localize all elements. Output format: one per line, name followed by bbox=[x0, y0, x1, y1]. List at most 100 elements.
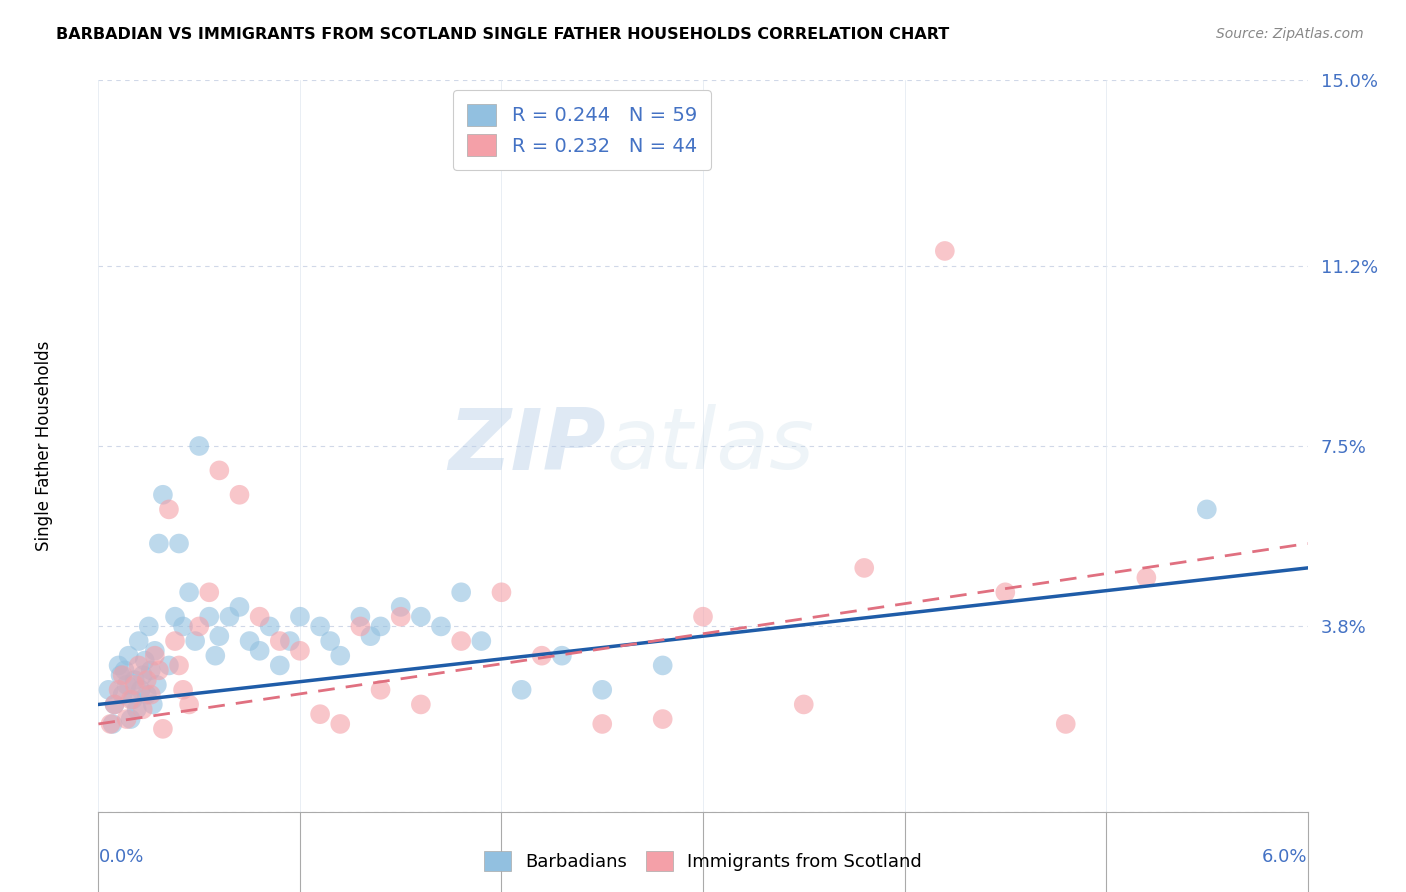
Point bbox=[329, 648, 352, 663]
Point bbox=[97, 682, 120, 697]
Point bbox=[121, 692, 143, 706]
Point bbox=[360, 629, 382, 643]
Point bbox=[184, 634, 207, 648]
Point bbox=[107, 682, 129, 697]
Point bbox=[100, 717, 122, 731]
Point bbox=[692, 609, 714, 624]
Point bbox=[146, 678, 169, 692]
Point bbox=[319, 634, 342, 648]
Point bbox=[111, 688, 134, 702]
Point bbox=[259, 619, 281, 633]
Point bbox=[114, 663, 136, 677]
Point bbox=[530, 648, 553, 663]
Point bbox=[309, 619, 332, 633]
Point bbox=[349, 619, 371, 633]
Point bbox=[198, 585, 221, 599]
Legend: R = 0.244   N = 59, R = 0.232   N = 44: R = 0.244 N = 59, R = 0.232 N = 44 bbox=[454, 90, 710, 169]
Point bbox=[120, 712, 142, 726]
Point bbox=[152, 722, 174, 736]
Point bbox=[510, 682, 533, 697]
Point bbox=[115, 678, 138, 692]
Point bbox=[934, 244, 956, 258]
Point bbox=[132, 668, 155, 682]
Point bbox=[125, 702, 148, 716]
Point bbox=[103, 698, 125, 712]
Point bbox=[329, 717, 352, 731]
Point bbox=[1054, 717, 1077, 731]
Point bbox=[309, 707, 332, 722]
Point bbox=[132, 702, 155, 716]
Point bbox=[143, 648, 166, 663]
Point bbox=[204, 648, 226, 663]
Point bbox=[118, 648, 141, 663]
Point bbox=[148, 536, 170, 550]
Point bbox=[135, 673, 157, 687]
Point bbox=[128, 634, 150, 648]
Point bbox=[163, 609, 186, 624]
Point bbox=[167, 536, 190, 550]
Point bbox=[128, 658, 150, 673]
Point bbox=[249, 644, 271, 658]
Text: Source: ZipAtlas.com: Source: ZipAtlas.com bbox=[1216, 27, 1364, 41]
Text: Single Father Households: Single Father Households bbox=[35, 341, 53, 551]
Text: ZIP: ZIP bbox=[449, 404, 606, 488]
Point bbox=[994, 585, 1017, 599]
Text: atlas: atlas bbox=[606, 404, 814, 488]
Point bbox=[1195, 502, 1218, 516]
Point bbox=[1135, 571, 1157, 585]
Point bbox=[134, 654, 156, 668]
Point bbox=[148, 663, 170, 677]
Point bbox=[228, 599, 250, 614]
Point bbox=[139, 688, 162, 702]
Point bbox=[143, 644, 166, 658]
Point bbox=[111, 668, 134, 682]
Point bbox=[591, 717, 613, 731]
Point bbox=[129, 682, 152, 697]
Point bbox=[110, 668, 132, 682]
Point bbox=[409, 698, 432, 712]
Point bbox=[288, 609, 311, 624]
Point bbox=[278, 634, 301, 648]
Point bbox=[179, 585, 201, 599]
Point bbox=[450, 585, 472, 599]
Point bbox=[139, 663, 162, 677]
Point bbox=[370, 682, 392, 697]
Point bbox=[198, 609, 221, 624]
Point bbox=[269, 634, 291, 648]
Point bbox=[370, 619, 392, 633]
Point bbox=[218, 609, 240, 624]
Point bbox=[115, 712, 138, 726]
Point bbox=[103, 698, 125, 712]
Point bbox=[167, 658, 190, 673]
Point bbox=[389, 599, 412, 614]
Point bbox=[157, 658, 180, 673]
Point bbox=[288, 644, 311, 658]
Point bbox=[651, 658, 673, 673]
Point bbox=[142, 698, 165, 712]
Point bbox=[239, 634, 262, 648]
Point bbox=[172, 682, 194, 697]
Point bbox=[389, 609, 412, 624]
Text: 6.0%: 6.0% bbox=[1263, 848, 1308, 866]
Point bbox=[188, 439, 211, 453]
Point bbox=[107, 658, 129, 673]
Point bbox=[269, 658, 291, 673]
Point bbox=[101, 717, 124, 731]
Point bbox=[651, 712, 673, 726]
Point bbox=[124, 673, 146, 687]
Point bbox=[124, 678, 146, 692]
Point bbox=[228, 488, 250, 502]
Point bbox=[249, 609, 271, 624]
Point bbox=[172, 619, 194, 633]
Point bbox=[430, 619, 453, 633]
Point bbox=[793, 698, 815, 712]
Point bbox=[188, 619, 211, 633]
Point bbox=[450, 634, 472, 648]
Legend: Barbadians, Immigrants from Scotland: Barbadians, Immigrants from Scotland bbox=[477, 844, 929, 879]
Point bbox=[591, 682, 613, 697]
Text: BARBADIAN VS IMMIGRANTS FROM SCOTLAND SINGLE FATHER HOUSEHOLDS CORRELATION CHART: BARBADIAN VS IMMIGRANTS FROM SCOTLAND SI… bbox=[56, 27, 949, 42]
Point bbox=[470, 634, 492, 648]
Point bbox=[208, 463, 231, 477]
Point bbox=[135, 688, 157, 702]
Point bbox=[409, 609, 432, 624]
